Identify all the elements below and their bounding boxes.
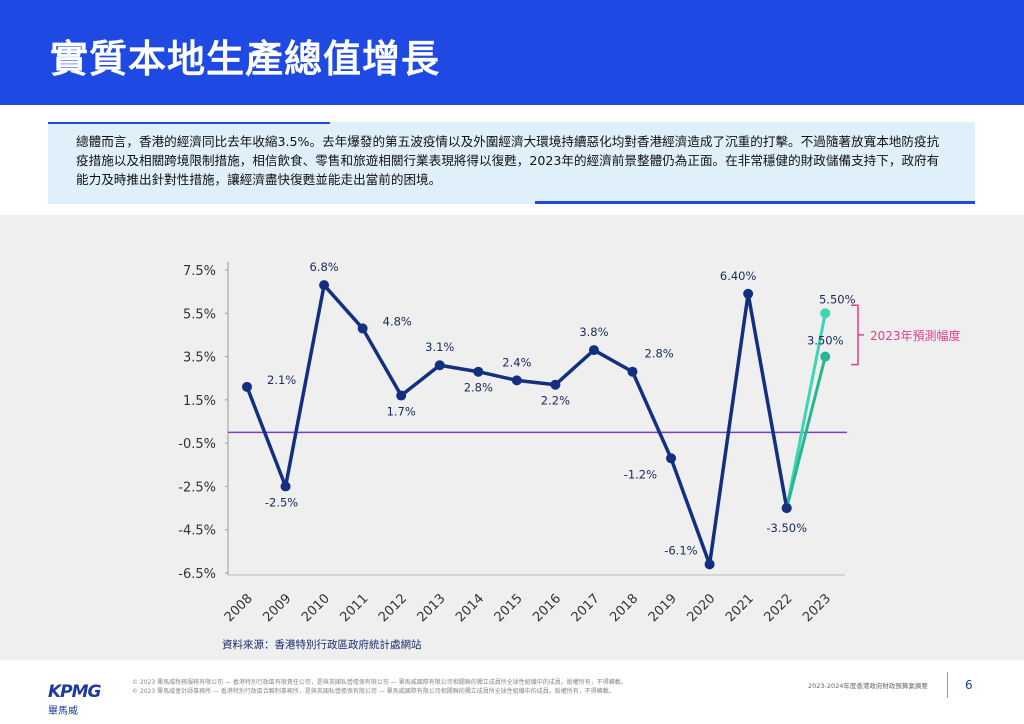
accent-line — [48, 122, 330, 124]
x-tick-label: 2018 — [607, 591, 641, 625]
data-label: -1.2% — [624, 467, 657, 481]
x-tick-label: 2009 — [260, 591, 294, 625]
data-label: 3.1% — [425, 340, 454, 354]
data-label: 6.40% — [720, 269, 757, 283]
y-tick-label: 3.5% — [183, 351, 216, 366]
data-label: 2.1% — [267, 373, 296, 387]
series-line — [785, 356, 827, 509]
data-point — [396, 390, 407, 401]
data-point — [434, 360, 445, 371]
data-point — [666, 453, 677, 464]
booklet-title: 2023-2024年度香港政府財政預算案摘要 — [808, 682, 928, 690]
x-tick-label: 2010 — [299, 591, 333, 625]
x-tick-label: 2011 — [337, 591, 371, 625]
data-label: 4.8% — [383, 314, 412, 328]
data-point — [511, 375, 522, 386]
data-point — [627, 366, 638, 377]
page-title: 實質本地生產總值增長 — [50, 37, 441, 81]
y-tick-label: -2.5% — [178, 480, 216, 495]
series-line — [245, 283, 789, 567]
page-number: 6 — [965, 678, 973, 692]
y-tick-label: 1.5% — [183, 394, 216, 409]
x-tick-label: 2019 — [646, 591, 680, 625]
data-point — [820, 308, 831, 319]
data-label: -6.1% — [664, 543, 697, 557]
y-tick-label: -6.5% — [178, 567, 216, 582]
x-tick-label: 2016 — [530, 591, 564, 625]
data-label: 3.8% — [579, 325, 608, 339]
data-point — [704, 559, 715, 570]
x-tick-label: 2014 — [453, 591, 487, 625]
data-label: 6.8% — [309, 260, 338, 274]
data-point — [473, 366, 484, 377]
x-tick-label: 2012 — [376, 591, 410, 625]
y-tick-label: -0.5% — [178, 437, 216, 452]
series-line — [785, 312, 827, 509]
data-label: 3.50% — [807, 334, 844, 348]
data-label: -3.50% — [766, 521, 807, 535]
source-note: 資料來源：香港特別行政區政府統計處網站 — [222, 638, 422, 651]
data-label: 2.8% — [645, 347, 674, 361]
x-tick-label: 2015 — [492, 591, 526, 625]
data-point — [319, 280, 330, 291]
chart-panel — [0, 215, 1024, 660]
x-tick-label: 2013 — [415, 591, 449, 625]
x-tick-label: 2020 — [684, 591, 718, 625]
data-point — [242, 381, 252, 392]
y-tick-label: 5.5% — [183, 307, 216, 322]
data-label: 5.50% — [819, 292, 856, 306]
data-point — [357, 323, 368, 334]
data-label: 2.2% — [541, 394, 570, 408]
separator — [947, 672, 948, 698]
annotation-bracket — [851, 304, 864, 366]
x-tick-label: 2008 — [222, 591, 256, 625]
header-bar: 實質本地生產總值增長 — [0, 0, 1024, 105]
data-label: -2.5% — [265, 495, 298, 509]
footer: KPMG 畢馬威 © 2023 畢馬威稅務服務有限公司 — 香港特別行政區有限責… — [0, 660, 1024, 724]
data-point — [781, 503, 792, 514]
legal-text: © 2023 畢馬威稅務服務有限公司 — 香港特別行政區有限責任公司，是與英國私… — [132, 679, 627, 686]
logo-text: 畢馬威 — [48, 706, 78, 717]
intro-text: 總體而言，香港的經濟同比去年收縮3.5%。去年爆發的第五波疫情以及外圍經濟大環境… — [48, 122, 975, 204]
x-tick-label: 2021 — [723, 591, 757, 625]
data-label: 2.8% — [464, 381, 493, 395]
data-label: 1.7% — [387, 405, 416, 419]
x-tick-label: 2023 — [800, 591, 834, 625]
data-point — [588, 345, 599, 356]
annotation: 2023年預測幅度 — [870, 328, 961, 343]
chart: 7.5% 5.5% 3.5% 1.5% -0.5% -2.5% -4.5% -6.5% 2008… — [178, 260, 961, 651]
data-point — [550, 379, 561, 390]
accent-line — [535, 201, 975, 204]
logo: KPMG — [48, 682, 102, 702]
x-tick-label: 2022 — [762, 591, 796, 625]
y-tick-label: -4.5% — [178, 524, 216, 539]
data-point — [280, 481, 291, 492]
legal-text: © 2023 畢馬威會計師事務所 — 香港特別行政區合夥制事務所，是與英國私營擔… — [132, 688, 615, 695]
y-tick-label: 7.5% — [183, 264, 216, 279]
x-tick-label: 2017 — [569, 591, 603, 625]
data-point — [743, 288, 754, 299]
data-label: 2.4% — [502, 355, 531, 369]
data-point — [820, 351, 831, 362]
